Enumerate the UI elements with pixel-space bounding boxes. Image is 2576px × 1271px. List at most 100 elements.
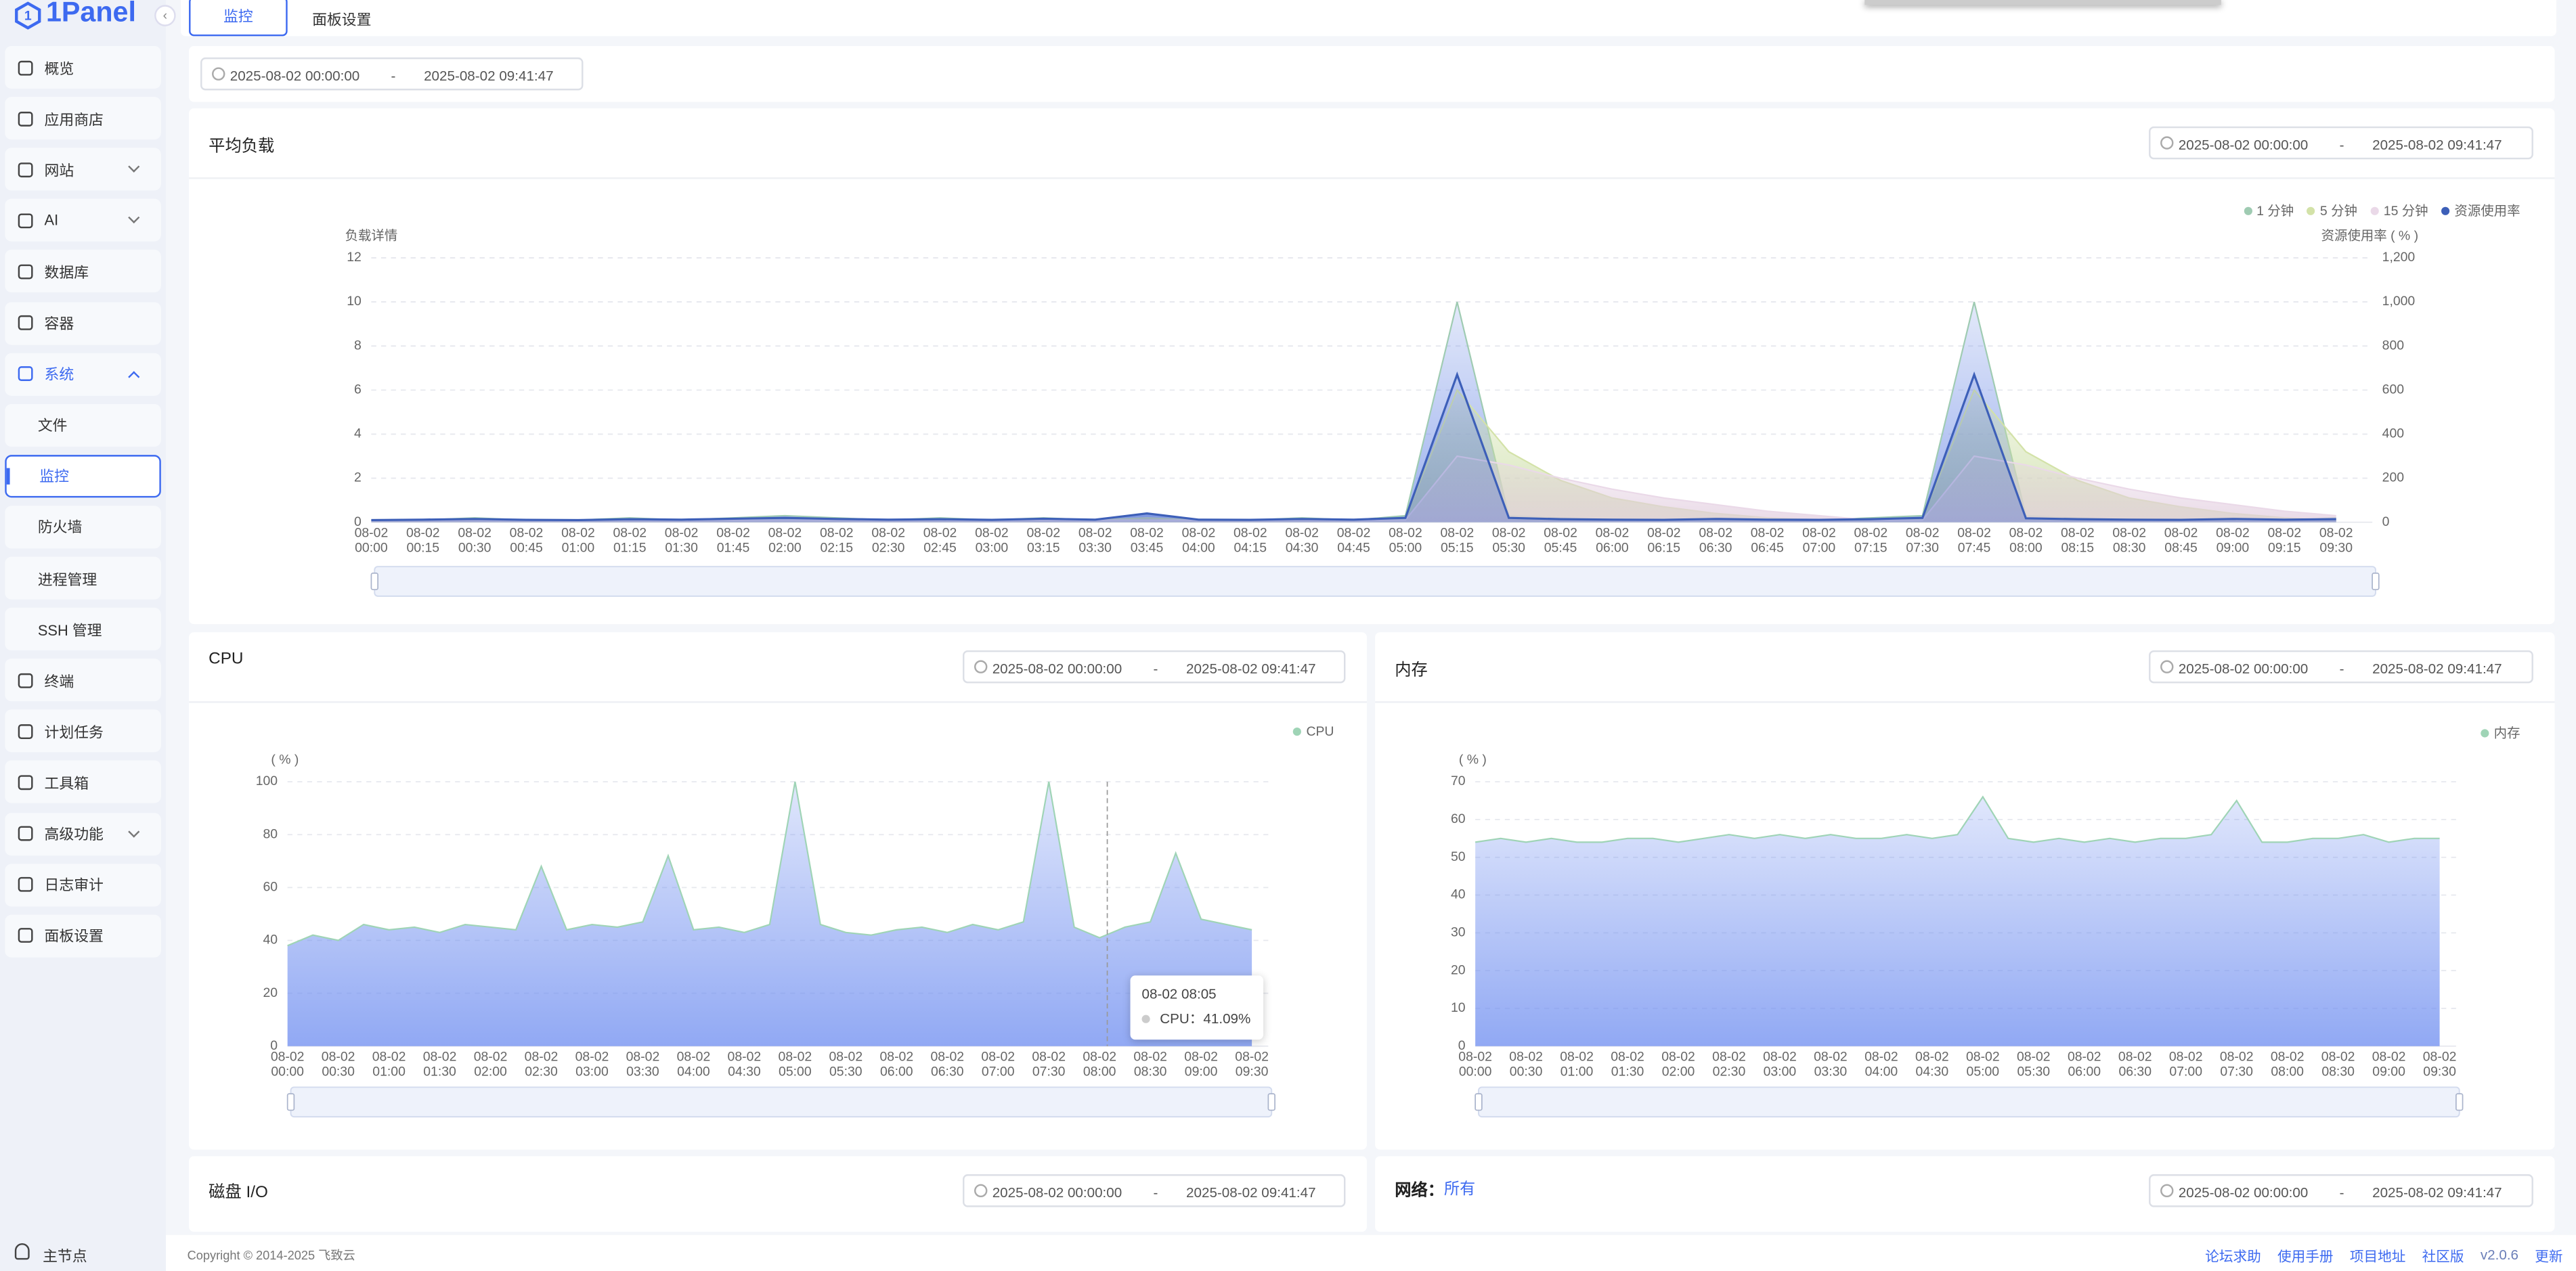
x-tick-label: 08-02 06:30	[2118, 1049, 2152, 1079]
submenu-item[interactable]: 文件	[5, 403, 161, 447]
legend-label: 资源使用率	[2454, 203, 2520, 219]
menu-label: 工具箱	[44, 775, 89, 792]
node-label[interactable]: 主节点	[43, 1248, 87, 1265]
footer-link[interactable]: 使用手册	[2277, 1248, 2334, 1265]
date-range-picker[interactable]: 2025-08-02 00:00:00 - 2025-08-02 09:41:47	[963, 1174, 1346, 1207]
date-range-picker[interactable]: 2025-08-02 00:00:00 - 2025-08-02 09:41:47	[963, 650, 1346, 684]
range-start: 2025-08-02 00:00:00	[992, 660, 1122, 677]
menu-item[interactable]: 工具箱	[5, 761, 161, 804]
x-tick-label: 08-02 06:15	[1646, 525, 1681, 554]
legend-item[interactable]: 5 分钟	[2307, 202, 2357, 220]
divider	[189, 701, 1367, 703]
menu-item[interactable]: 网站	[5, 148, 161, 191]
menu-item[interactable]: 概览	[5, 45, 161, 89]
menu-item[interactable]: 容器	[5, 301, 161, 344]
x-tick-label: 08-02 02:15	[819, 525, 854, 554]
panel-title: CPU	[209, 650, 244, 669]
menu-item[interactable]: 终端	[5, 659, 161, 702]
date-range-picker[interactable]: 2025-08-02 00:00:00 - 2025-08-02 09:41:47	[2149, 1174, 2533, 1207]
svg-text:1: 1	[24, 8, 32, 23]
tab[interactable]: 面板设置	[312, 11, 372, 28]
menu-icon	[18, 928, 33, 943]
legend: 1 分钟 5 分钟 15 分钟 资源使用率	[2243, 202, 2520, 220]
menu-item[interactable]: AI	[5, 199, 161, 242]
x-tick-label: 08-02 09:30	[2422, 1049, 2457, 1079]
footer-links: 论坛求助 使用手册 项目地址 社区版 v2.0.6 更新	[2205, 1247, 2562, 1266]
tab-bar: 监控 面板设置	[180, 0, 2556, 37]
menu-icon	[18, 877, 33, 892]
menu-icon	[18, 826, 33, 841]
legend-label: 15 分钟	[2383, 203, 2428, 219]
x-tick-label: 08-02 03:45	[1130, 525, 1164, 554]
x-tick-label: 08-02 00:30	[458, 525, 492, 554]
popover-shadow	[1864, 0, 2221, 5]
legend-item[interactable]: 1 分钟	[2243, 202, 2294, 220]
x-tick-label: 08-02 02:00	[1661, 1049, 1695, 1079]
legend: 内存	[2481, 724, 2520, 742]
x-tick-label: 08-02 03:00	[575, 1049, 609, 1079]
menu-icon	[18, 775, 33, 790]
x-tick-label: 08-02 00:15	[406, 525, 440, 554]
submenu-item[interactable]: 进程管理	[5, 556, 161, 600]
x-tick-label: 08-02 08:00	[1083, 1049, 1117, 1079]
x-tick-label: 08-02 07:30	[1032, 1049, 1066, 1079]
menu-icon	[18, 213, 33, 228]
x-tick-label: 08-02 00:00	[270, 1049, 305, 1079]
x-tick-label: 08-02 04:30	[1285, 525, 1319, 554]
menu-item[interactable]: 高级功能	[5, 811, 161, 855]
date-range-picker[interactable]: 2025-08-02 00:00:00 - 2025-08-02 09:41:47	[2149, 126, 2533, 160]
menu-item[interactable]: 日志审计	[5, 863, 161, 906]
footer-link[interactable]: 项目地址	[2349, 1248, 2406, 1265]
network-filter[interactable]: 所有	[1444, 1180, 1476, 1199]
range-end: 2025-08-02 09:41:47	[2372, 136, 2502, 153]
x-tick-label: 08-02 02:00	[768, 525, 802, 554]
tooltip-title: 08-02 08:05	[1141, 985, 1217, 1002]
x-tick-label: 08-02 01:45	[716, 525, 750, 554]
x-tick-label: 08-02 08:00	[2270, 1049, 2305, 1079]
clock-icon	[2160, 136, 2174, 150]
x-tick-label: 08-02 01:00	[1560, 1049, 1594, 1079]
x-tick-label: 08-02 02:30	[1712, 1049, 1746, 1079]
submenu-item[interactable]: 防火墙	[5, 506, 161, 549]
date-range-picker[interactable]: 2025-08-02 00:00:00 - 2025-08-02 09:41:47	[2149, 650, 2533, 684]
x-tick-label: 08-02 08:15	[2060, 525, 2095, 554]
x-tick-label: 08-02 05:15	[1440, 525, 1475, 554]
menu-item[interactable]: 面板设置	[5, 914, 161, 957]
footer-link[interactable]: 论坛求助	[2205, 1248, 2261, 1265]
menu-item[interactable]: 数据库	[5, 250, 161, 293]
x-tick-label: 08-02 01:00	[561, 525, 595, 554]
x-tick-label: 08-02 05:30	[1491, 525, 1526, 554]
submenu-item[interactable]: 监控	[5, 454, 161, 497]
menu-icon	[18, 315, 33, 330]
menu-item[interactable]: 计划任务	[5, 710, 161, 753]
legend-label: 5 分钟	[2319, 203, 2357, 219]
x-tick-label: 08-02 07:45	[1957, 525, 1991, 554]
range-start: 2025-08-02 00:00:00	[992, 1184, 1122, 1201]
divider	[189, 177, 2555, 179]
menu-icon	[18, 366, 33, 382]
panel-title: 磁盘 I/O	[209, 1184, 268, 1203]
x-tick-label: 08-02 09:30	[1235, 1049, 1269, 1079]
x-tick-label: 08-02 08:45	[2164, 525, 2198, 554]
x-tick-label: 08-02 09:00	[2372, 1049, 2406, 1079]
legend-item[interactable]: 15 分钟	[2370, 202, 2428, 220]
x-tick-label: 08-02 03:30	[1078, 525, 1112, 554]
collapse-button[interactable]: ‹	[154, 5, 176, 26]
menu-item[interactable]: 系统	[5, 352, 161, 395]
x-tick-label: 08-02 07:00	[981, 1049, 1016, 1079]
tab-active[interactable]: 监控	[189, 0, 288, 37]
legend-item[interactable]: 资源使用率	[2441, 202, 2520, 220]
legend-swatch	[1293, 728, 1302, 736]
submenu-item[interactable]: SSH 管理	[5, 608, 161, 651]
menu-item[interactable]: 应用商店	[5, 97, 161, 140]
menu-icon	[18, 673, 33, 688]
date-range-picker[interactable]: 2025-08-02 00:00:00 - 2025-08-02 09:41:47	[200, 57, 584, 91]
logo-text: 1Panel	[45, 0, 136, 28]
legend-item[interactable]: 内存	[2481, 724, 2520, 742]
x-tick-label: 08-02 06:30	[930, 1049, 965, 1079]
copyright: Copyright © 2014-2025 飞致云	[187, 1248, 355, 1264]
legend-item[interactable]: CPU	[1293, 724, 1334, 739]
x-tick-label: 08-02 05:45	[1544, 525, 1577, 554]
footer-link[interactable]: 社区版	[2422, 1248, 2464, 1265]
update-link[interactable]: 更新	[2535, 1248, 2563, 1265]
